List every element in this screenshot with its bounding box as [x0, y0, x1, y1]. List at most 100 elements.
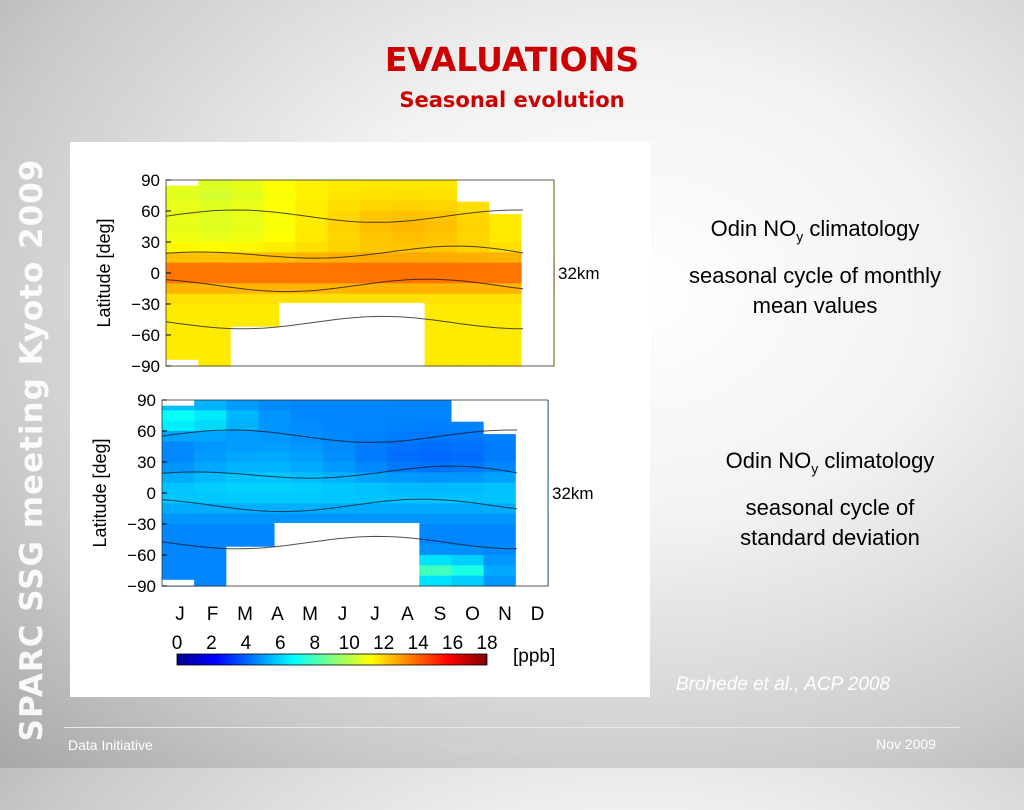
- citation: Brohede et al., ACP 2008: [676, 674, 891, 695]
- heatmap-cell: [290, 503, 324, 515]
- heatmap-cell: [483, 575, 517, 587]
- heatmap-cell: [483, 524, 517, 535]
- heatmap-cell: [166, 262, 199, 274]
- heatmap-cell: [226, 472, 260, 484]
- heatmap-cell: [392, 190, 426, 202]
- heatmap-cell: [295, 190, 329, 202]
- heatmap-cell: [457, 283, 490, 295]
- heatmap-cell: [489, 273, 523, 284]
- heatmap-cell: [457, 304, 490, 315]
- heatmap-cell: [226, 482, 260, 494]
- heatmap-cell: [355, 482, 388, 494]
- heatmap-cell: [322, 441, 356, 453]
- heatmap-cell: [489, 252, 523, 264]
- heatmap-cell: [355, 503, 388, 515]
- heatmap-cell: [424, 190, 458, 202]
- heatmap-cell: [387, 472, 420, 484]
- heatmap-cell: [355, 451, 388, 463]
- heatmap-cell: [194, 493, 227, 504]
- heatmap-cell: [457, 262, 490, 274]
- heatmap-cell: [451, 441, 485, 453]
- data-gap-mask: [451, 400, 548, 422]
- heatmap-cell: [457, 200, 490, 212]
- heatmap-cell: [194, 482, 227, 494]
- heatmap-cell: [226, 420, 260, 432]
- heatmap-cell: [194, 555, 227, 566]
- y-tick-label: 0: [151, 264, 160, 283]
- heatmap-cell: [258, 400, 292, 411]
- heatmap-cell: [489, 304, 523, 315]
- heatmap-cell: [258, 462, 292, 473]
- heatmap-cell: [360, 190, 393, 202]
- colorbar: 0 2 4 6 8 10 12 14 16 18 [ppb]: [172, 633, 556, 667]
- heatmap-cell: [355, 420, 388, 432]
- heatmap-cell: [392, 180, 426, 191]
- y-tick-label: −60: [131, 326, 160, 345]
- heatmap-cell: [322, 493, 356, 504]
- heatmap-cell: [166, 242, 199, 253]
- heatmap-cell: [360, 211, 393, 222]
- heatmap-cell: [295, 221, 329, 233]
- heatmap-cell: [327, 283, 361, 295]
- heatmap-cell: [198, 293, 232, 305]
- heatmap-cell: [483, 431, 517, 442]
- heatmap-cell: [166, 324, 199, 336]
- heatmap-cell: [162, 534, 195, 546]
- heatmap-cell: [419, 544, 453, 556]
- heatmap-cell: [424, 355, 458, 367]
- heatmap-cell: [290, 513, 324, 525]
- heatmap-cell: [355, 431, 388, 442]
- annotation-top-line3: mean values: [752, 293, 878, 319]
- heatmap-cell: [322, 482, 356, 494]
- heatmap-cell: [457, 293, 490, 305]
- altitude-label: 32km: [552, 484, 594, 503]
- contour-line: [165, 209, 523, 223]
- heatmap-cell: [295, 293, 329, 305]
- heatmap-cell: [258, 431, 292, 442]
- month-tick-label: O: [465, 604, 480, 625]
- heatmap-cell: [162, 451, 195, 463]
- heatmap-cell: [327, 211, 361, 222]
- heatmap-cell: [290, 482, 324, 494]
- heatmap-cell: [258, 513, 292, 525]
- heatmap-cell: [489, 231, 523, 243]
- heatmap-cell: [424, 283, 458, 295]
- heatmap-cell: [327, 293, 361, 305]
- heatmap-cell: [226, 410, 260, 422]
- heatmap-cell: [387, 513, 420, 525]
- month-tick-label: A: [271, 604, 284, 625]
- data-gap-mask: [457, 180, 554, 202]
- annotation-top-line1: Odin NOy climatology: [710, 216, 920, 245]
- heatmap-cell: [194, 575, 227, 587]
- heatmap-cell: [327, 180, 361, 191]
- heatmap-cell: [162, 462, 195, 473]
- heatmap-cell: [226, 451, 260, 463]
- heatmap-cell: [424, 273, 458, 284]
- colorbar-bar: [176, 653, 488, 666]
- heatmap-cell: [194, 503, 227, 515]
- heatmap-cell: [489, 262, 523, 274]
- heatmap-cell: [360, 231, 393, 243]
- heatmap-cell: [451, 575, 485, 587]
- heatmap-cell: [162, 482, 195, 494]
- heatmap-cell: [392, 242, 426, 253]
- heatmap-cell: [451, 472, 485, 484]
- heatmap-cell: [327, 200, 361, 212]
- heatmap-cell: [295, 242, 329, 253]
- heatmap-cell: [230, 211, 264, 222]
- heatmap-cell: [327, 273, 361, 284]
- heatmap-cell: [230, 262, 264, 274]
- heatmap-cell: [451, 503, 485, 515]
- heatmap-cell: [451, 544, 485, 556]
- colorbar-tick-label: 16: [442, 633, 463, 654]
- heatmap-cell: [387, 431, 420, 442]
- heatmap-cell: [489, 211, 523, 222]
- heatmap-cell: [424, 252, 458, 264]
- heatmap-cell: [258, 451, 292, 463]
- heatmap-cell: [226, 462, 260, 473]
- heatmap-cell: [194, 472, 227, 484]
- heatmap-cell: [457, 345, 490, 357]
- heatmap-cell: [419, 575, 453, 587]
- heatmap-cell: [162, 544, 195, 556]
- heatmap-cell: [424, 293, 458, 305]
